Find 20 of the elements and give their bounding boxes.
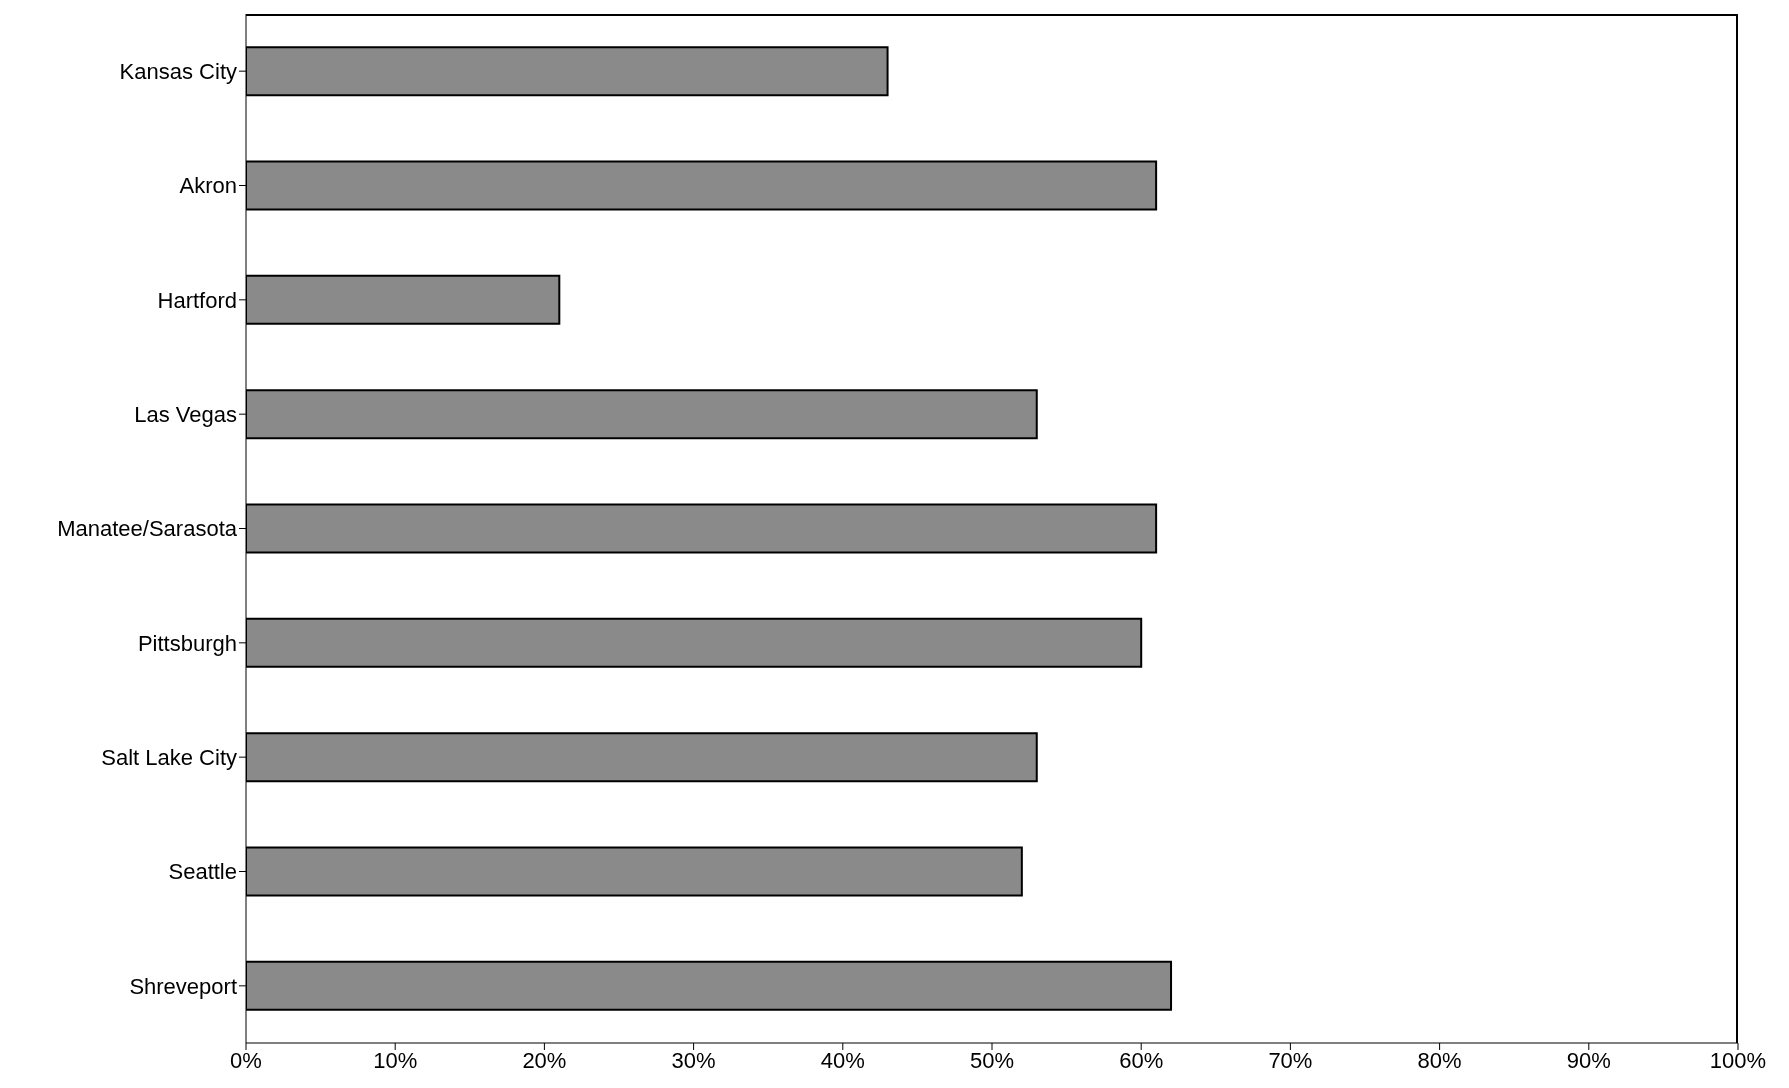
y-tick-label: Hartford <box>157 287 237 313</box>
x-tick-label: 10% <box>373 1047 418 1073</box>
y-tick-label: Manatee/Sarasota <box>57 516 238 542</box>
x-tick-label: 80% <box>1417 1047 1462 1073</box>
x-tick-label: 0% <box>230 1047 262 1073</box>
x-tick-label: 90% <box>1566 1047 1611 1073</box>
y-tick-label: Shreveport <box>129 973 237 999</box>
y-tick-label: Salt Lake City <box>101 744 237 770</box>
x-tick-label: 30% <box>671 1047 716 1073</box>
y-tick-label: Pittsburgh <box>137 630 237 656</box>
y-tick-label: Kansas City <box>119 58 237 84</box>
x-tick-label: 50% <box>969 1047 1015 1073</box>
x-tick-label: 20% <box>522 1047 567 1073</box>
x-tick-label: 40% <box>820 1047 865 1073</box>
x-tick-label: 70% <box>1268 1047 1313 1073</box>
y-tick-label: Seattle <box>168 859 237 885</box>
y-tick-label: Akron <box>179 173 237 199</box>
x-tick-label: 60% <box>1119 1047 1164 1073</box>
x-tick-label: 100% <box>1709 1047 1767 1073</box>
y-tick-label: Las Vegas <box>134 401 237 427</box>
